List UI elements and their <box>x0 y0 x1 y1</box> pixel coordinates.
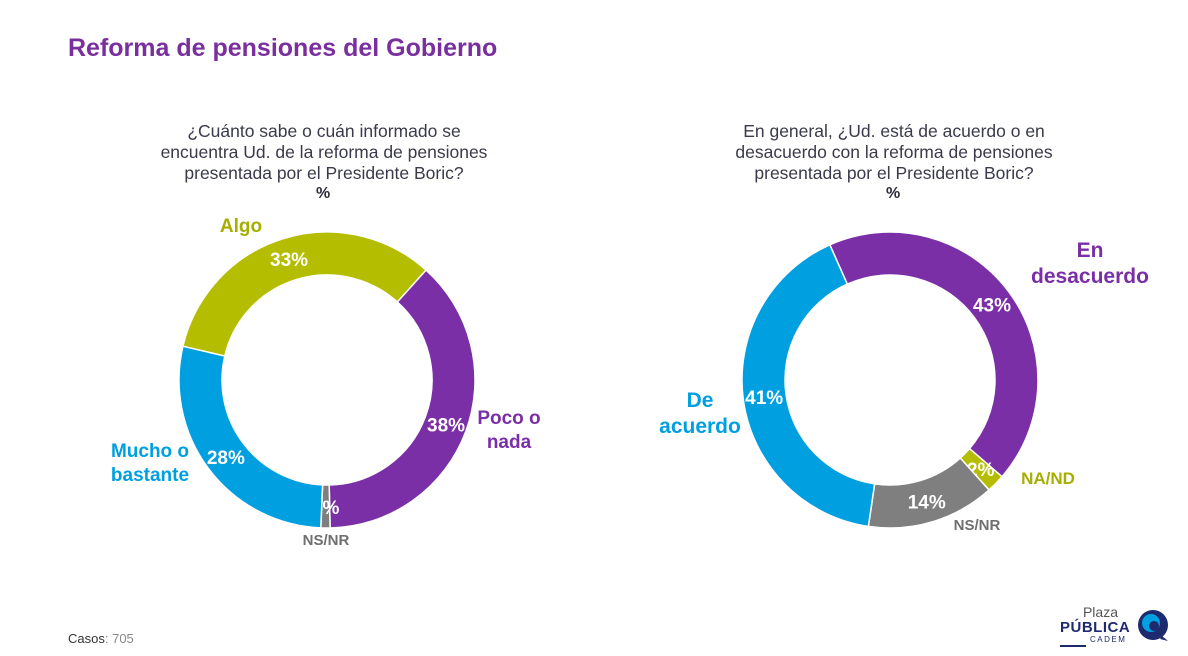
chart1-category-label: Poco o nada <box>477 408 540 453</box>
sample-size-label: Casos <box>68 631 105 646</box>
logo-line-cadem: CADEM <box>1090 635 1127 644</box>
chart2-question-line: presentada por el Presidente Boric? <box>754 163 1034 183</box>
chart2-slice-0 <box>828 231 1039 478</box>
chart2-question-line: En general, ¿Ud. está de acuerdo o en <box>743 121 1045 141</box>
chart1-question-line: encuentra Ud. de la reforma de pensiones <box>160 142 488 162</box>
page-title: Reforma de pensiones del Gobierno <box>68 34 498 62</box>
sample-size-value: : 705 <box>104 631 134 646</box>
logo-underline <box>1060 645 1086 647</box>
chart1-slice-3 <box>182 231 428 357</box>
chart2-category-label: De acuerdo <box>659 389 741 438</box>
chart1-category-label: NS/NR <box>303 532 350 549</box>
sample-size: Casos: 705 <box>68 631 134 646</box>
logo-line-plaza: Plaza <box>1082 604 1118 620</box>
chart1-category-label: Algo <box>220 216 262 237</box>
chart1-slice-2 <box>178 345 324 529</box>
chart2-question-line: desacuerdo con la reforma de pensiones <box>735 142 1053 162</box>
chart2-value-label: 41% <box>745 388 783 409</box>
speech-bubble-icon <box>1138 610 1168 641</box>
chart1-slice-0 <box>328 268 476 529</box>
chart1-value-label: 28% <box>207 448 245 469</box>
chart2-question: En general, ¿Ud. está de acuerdo o en de… <box>680 121 1108 184</box>
chart1-unit: % <box>316 185 331 202</box>
chart2-category-label: En desacuerdo <box>1031 239 1149 288</box>
chart2-category-label: NS/NR <box>954 517 1001 534</box>
chart2-category-label: NA/ND <box>1021 469 1075 488</box>
chart1-question: ¿Cuánto sabe o cuán informado se encuent… <box>110 121 538 184</box>
chart2-value-label: 43% <box>973 295 1011 316</box>
chart1-question-line: ¿Cuánto sabe o cuán informado se <box>187 121 461 141</box>
chart1-question-line: presentada por el Presidente Boric? <box>184 163 464 183</box>
chart1-category-label: Mucho o bastante <box>111 441 189 486</box>
plaza-publica-logo: Plaza PÚBLICA CADEM <box>1056 602 1176 648</box>
logo-line-publica: PÚBLICA <box>1060 619 1131 636</box>
chart1-value-label: 33% <box>270 250 308 271</box>
chart1-value-label: 38% <box>427 415 465 436</box>
chart2-value-label: 14% <box>908 493 946 514</box>
chart2-slice-3 <box>741 243 876 528</box>
chart2-unit: % <box>886 185 901 202</box>
